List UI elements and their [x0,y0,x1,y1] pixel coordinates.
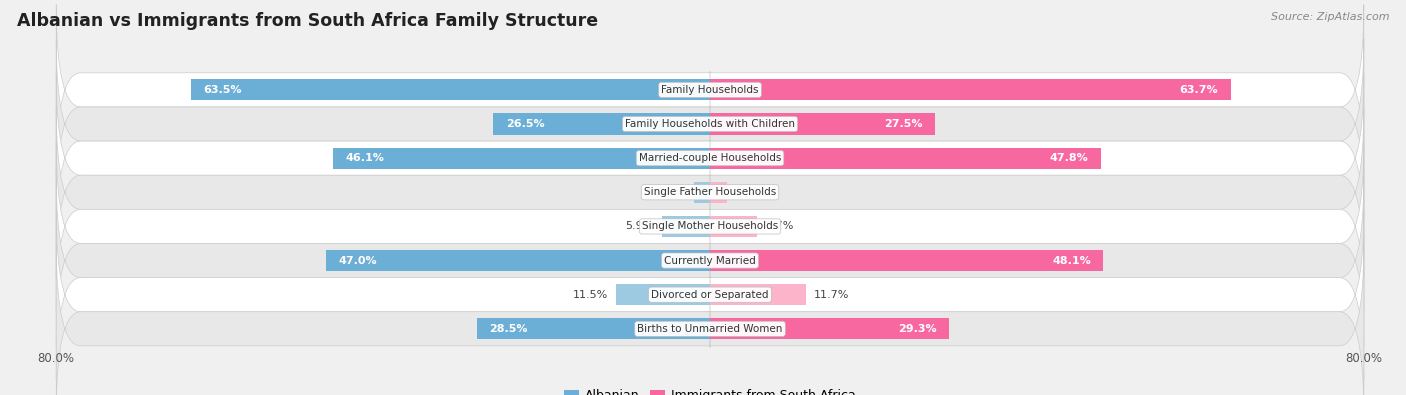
Text: 11.7%: 11.7% [814,290,849,300]
Bar [710,318,949,339]
Text: Divorced or Separated: Divorced or Separated [651,290,769,300]
Bar [710,284,806,305]
Text: 28.5%: 28.5% [489,324,527,334]
Text: 11.5%: 11.5% [572,290,607,300]
Bar [494,113,710,135]
Text: 63.5%: 63.5% [204,85,242,95]
FancyBboxPatch shape [56,209,1364,380]
FancyBboxPatch shape [56,73,1364,243]
FancyBboxPatch shape [56,175,1364,346]
Text: 47.0%: 47.0% [339,256,377,265]
FancyBboxPatch shape [56,141,1364,312]
Text: 29.3%: 29.3% [898,324,938,334]
Text: Single Mother Households: Single Mother Households [643,222,778,231]
Bar [710,79,1230,100]
Bar [191,79,710,100]
Text: 47.8%: 47.8% [1050,153,1088,163]
Bar [333,148,710,169]
Bar [710,216,756,237]
Text: Source: ZipAtlas.com: Source: ZipAtlas.com [1271,12,1389,22]
FancyBboxPatch shape [56,243,1364,395]
Text: Family Households: Family Households [661,85,759,95]
Text: 48.1%: 48.1% [1052,256,1091,265]
Bar [477,318,710,339]
Bar [326,250,710,271]
Text: 63.7%: 63.7% [1180,85,1219,95]
Text: 2.1%: 2.1% [735,187,763,197]
Text: Family Households with Children: Family Households with Children [626,119,794,129]
Bar [710,148,1101,169]
Text: 27.5%: 27.5% [884,119,922,129]
Text: Married-couple Households: Married-couple Households [638,153,782,163]
Text: 5.7%: 5.7% [765,222,793,231]
FancyBboxPatch shape [56,4,1364,175]
Bar [710,250,1104,271]
Bar [662,216,710,237]
FancyBboxPatch shape [56,107,1364,278]
Bar [693,182,710,203]
Text: 5.9%: 5.9% [626,222,654,231]
Text: 2.0%: 2.0% [657,187,686,197]
Text: Currently Married: Currently Married [664,256,756,265]
FancyBboxPatch shape [56,39,1364,209]
Text: Albanian vs Immigrants from South Africa Family Structure: Albanian vs Immigrants from South Africa… [17,12,598,30]
Text: Births to Unmarried Women: Births to Unmarried Women [637,324,783,334]
Text: 46.1%: 46.1% [346,153,384,163]
Text: 26.5%: 26.5% [506,119,544,129]
Legend: Albanian, Immigrants from South Africa: Albanian, Immigrants from South Africa [564,389,856,395]
Bar [616,284,710,305]
Bar [710,113,935,135]
Text: Single Father Households: Single Father Households [644,187,776,197]
Bar [710,182,727,203]
